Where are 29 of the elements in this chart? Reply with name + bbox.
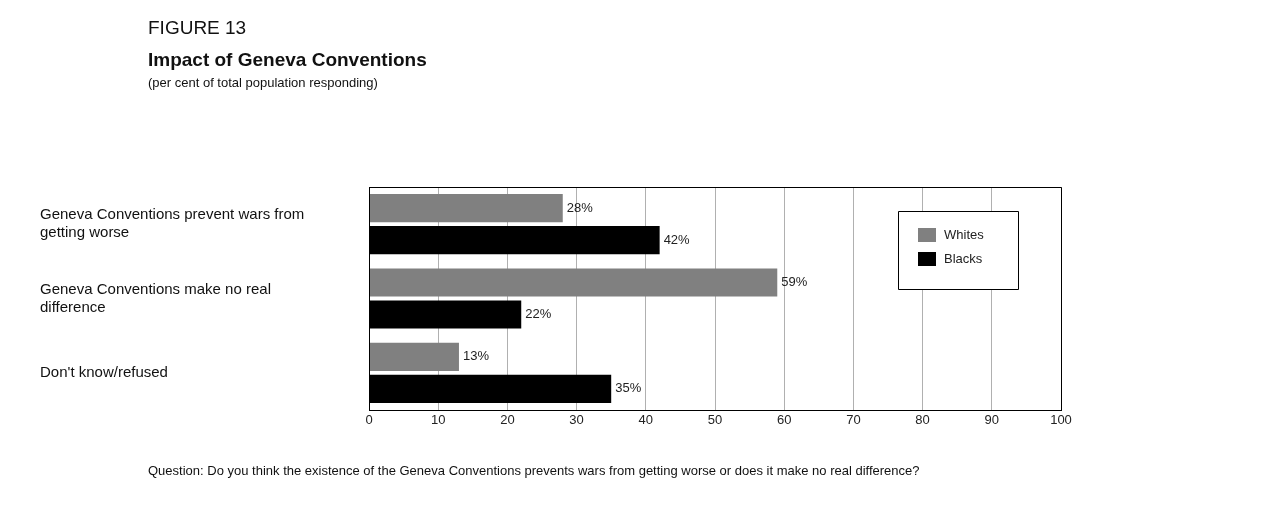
x-tick-label: 80 bbox=[915, 412, 930, 428]
data-label: 13% bbox=[462, 348, 490, 364]
y-tick-label: Don't know/refused bbox=[40, 362, 168, 380]
data-label: 35% bbox=[615, 380, 642, 396]
text: (per cent of total population responding) bbox=[148, 75, 378, 90]
x-tick-label: 70 bbox=[846, 412, 861, 428]
x-tick-label: 30 bbox=[569, 412, 584, 428]
chart-title: Impact of Geneva Conventions bbox=[148, 49, 427, 71]
data-label: 22% bbox=[525, 306, 552, 322]
data-label: 42% bbox=[663, 231, 691, 247]
bar bbox=[369, 194, 563, 223]
bar bbox=[369, 342, 459, 371]
legend-label: Whites bbox=[944, 226, 985, 242]
data-label: 59% bbox=[781, 274, 808, 290]
x-tick-label: 20 bbox=[500, 412, 515, 428]
caption: FIGURE 13 bbox=[148, 17, 247, 39]
x-tick-label: 50 bbox=[707, 412, 723, 428]
bar bbox=[369, 268, 778, 297]
text: Question: Do you think the existence of the Geneva Conventions prevents wars from getting worse or does it make no real difference? bbox=[148, 463, 920, 478]
x-tick-label: 40 bbox=[638, 412, 654, 428]
y-tick-label: Geneva Conventions make no real difference bbox=[40, 279, 271, 315]
x-tick-label: 10 bbox=[430, 412, 446, 428]
x-tick-label: 60 bbox=[776, 412, 792, 428]
x-tick-label: 100 bbox=[1050, 412, 1072, 428]
x-tick-label: 0 bbox=[365, 412, 373, 428]
data-label: 28% bbox=[566, 199, 594, 215]
x-tick-label: 90 bbox=[984, 412, 1000, 428]
legend-label: Blacks bbox=[944, 250, 983, 266]
y-tick-label: Geneva Conventions prevent wars from getting worse bbox=[40, 205, 305, 241]
